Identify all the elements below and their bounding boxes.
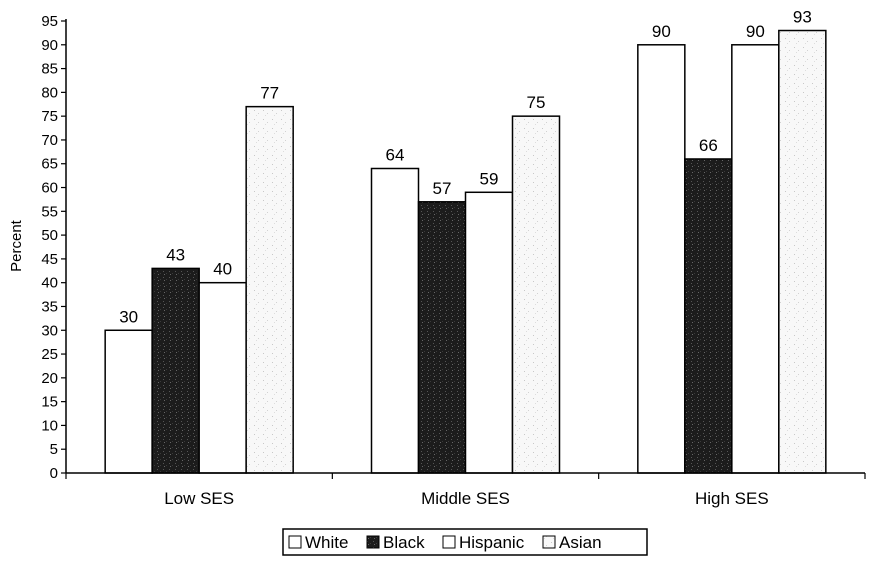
data-label: 57 [433, 179, 452, 198]
data-label: 30 [119, 307, 138, 326]
y-axis-ticks: 0 5 10 15 20 25 30 35 40 45 50 55 60 65 70 75 80 85 90 95 [41, 13, 66, 482]
y-tick-label: 65 [41, 156, 58, 173]
legend-label-asian: Asian [559, 533, 602, 552]
data-label: 59 [480, 169, 499, 188]
y-tick-label: 95 [41, 13, 58, 30]
y-axis-label: Percent [8, 219, 25, 272]
data-label: 43 [166, 245, 185, 264]
legend-swatch-white [288, 535, 302, 549]
y-tick-label: 80 [41, 84, 58, 101]
y-tick-label: 75 [41, 108, 58, 125]
y-tick-label: 35 [41, 298, 58, 315]
legend-label-white: White [305, 533, 348, 552]
legend-swatch-asian [542, 535, 556, 549]
bar-hispanic-2 [464, 191, 514, 474]
y-tick-label: 0 [50, 465, 58, 482]
y-tick-label: 60 [41, 180, 58, 197]
x-tick-label: High SES [695, 489, 769, 508]
bar-black-3 [684, 158, 733, 474]
y-tick-label: 20 [41, 370, 58, 387]
data-label: 75 [527, 93, 546, 112]
data-label: 90 [746, 22, 765, 41]
y-tick-label: 10 [41, 417, 58, 434]
bar-hispanic-1 [198, 281, 247, 474]
bar-black-1 [151, 267, 200, 474]
bar-white-3 [637, 44, 686, 474]
y-tick-label: 55 [41, 203, 58, 220]
bar-black-2 [417, 201, 467, 474]
bar-white-1 [104, 329, 153, 474]
bars [104, 29, 827, 474]
bar-asian-1 [245, 105, 294, 474]
data-label: 90 [652, 22, 671, 41]
data-label: 77 [260, 84, 279, 103]
y-tick-label: 5 [50, 441, 58, 458]
data-label: 40 [213, 260, 232, 279]
legend-label-black: Black [383, 533, 425, 552]
legend: White Black Hispanic Asian [282, 528, 648, 556]
data-label: 93 [793, 8, 812, 27]
legend-swatch-black [366, 535, 380, 549]
data-label: 66 [699, 136, 718, 155]
y-tick-label: 85 [41, 61, 58, 78]
legend-box [282, 528, 648, 556]
legend-swatch-hispanic [442, 535, 456, 549]
x-tick-label: Low SES [164, 489, 234, 508]
y-tick-label: 30 [41, 322, 58, 339]
y-tick-label: 15 [41, 394, 58, 411]
x-axis-ticks: Low SES Middle SES High SES [65, 473, 866, 508]
y-tick-label: 40 [41, 275, 58, 292]
bar-asian-2 [511, 115, 561, 474]
data-labels: 30 43 40 77 64 57 59 75 90 66 90 93 [119, 8, 812, 327]
y-tick-label: 45 [41, 251, 58, 268]
y-tick-label: 25 [41, 346, 58, 363]
y-tick-label: 50 [41, 227, 58, 244]
bar-hispanic-3 [731, 44, 780, 474]
legend-label-hispanic: Hispanic [459, 533, 525, 552]
bar-asian-3 [778, 29, 827, 474]
x-tick-label: Middle SES [421, 489, 510, 508]
y-tick-label: 70 [41, 132, 58, 149]
data-label: 64 [386, 145, 405, 164]
bar-white-2 [370, 167, 420, 474]
y-tick-label: 90 [41, 37, 58, 54]
